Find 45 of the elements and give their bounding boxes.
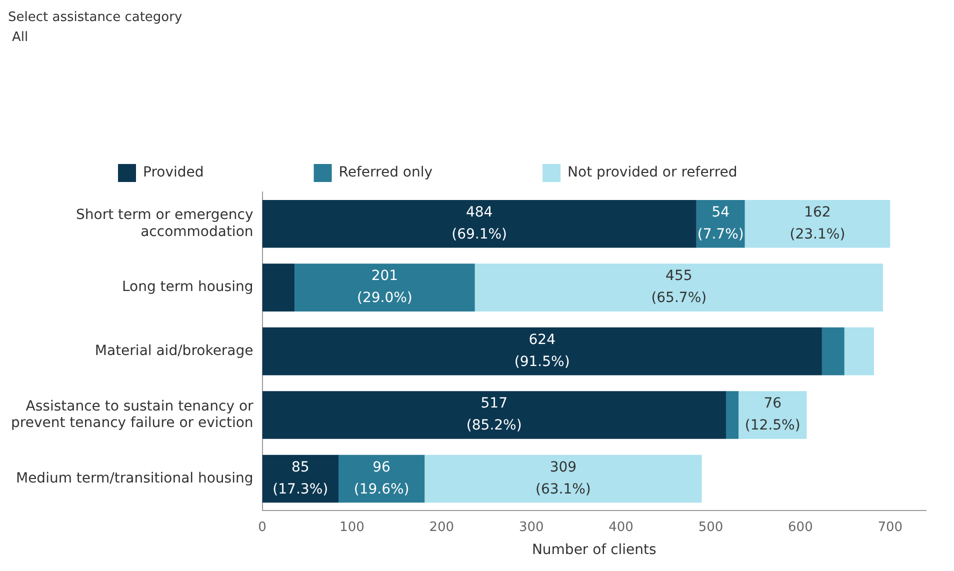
x-axis-title: Number of clients bbox=[532, 542, 656, 558]
bar bbox=[424, 454, 702, 503]
bar bbox=[696, 200, 745, 248]
bar bbox=[294, 264, 475, 312]
bar bbox=[726, 391, 739, 439]
bar bbox=[738, 391, 807, 439]
x-tick-label: 100 bbox=[340, 520, 364, 535]
data-label: 624 (91.5%) bbox=[514, 332, 570, 370]
legend-label: Not provided or referred bbox=[568, 164, 738, 181]
x-tick-label: 700 bbox=[878, 520, 903, 535]
bar bbox=[262, 200, 696, 248]
bar bbox=[262, 391, 726, 439]
data-label: 517 (85.2%) bbox=[466, 396, 522, 434]
data-label: 162 (23.1%) bbox=[790, 204, 846, 242]
y-tick-label: Short term or emergency accommodation bbox=[76, 207, 254, 240]
data-label: 85 (17.3%) bbox=[272, 459, 328, 498]
data-label: 201 (29.0%) bbox=[356, 268, 412, 306]
text: Select assistance category bbox=[8, 9, 184, 27]
data-label: 96 (19.6%) bbox=[354, 459, 410, 498]
x-tick-label: 300 bbox=[518, 520, 544, 535]
data-label: 309 (63.1%) bbox=[535, 459, 591, 498]
bar bbox=[262, 454, 339, 503]
x-tick-label: 600 bbox=[788, 520, 813, 535]
data-label: 76 (12.5%) bbox=[744, 396, 800, 434]
bar bbox=[474, 264, 883, 312]
bar bbox=[822, 327, 844, 376]
bar bbox=[844, 327, 874, 376]
bar bbox=[338, 454, 425, 503]
y-tick-label: Material aid/brokerage bbox=[94, 342, 254, 359]
bar bbox=[262, 264, 295, 312]
y-tick-label: Long term housing bbox=[122, 279, 254, 296]
bar bbox=[744, 200, 890, 248]
text: All bbox=[11, 29, 30, 47]
data-label: 484 (69.1%) bbox=[452, 204, 508, 242]
legend-label: Referred only bbox=[338, 164, 433, 181]
x-tick-label: 500 bbox=[698, 520, 724, 535]
y-tick-label: Medium term/transitional housing bbox=[16, 470, 254, 486]
x-tick-label: 0 bbox=[258, 520, 266, 535]
x-tick-label: 200 bbox=[429, 520, 454, 535]
x-tick-label: 400 bbox=[608, 520, 634, 535]
data-label: 455 (65.7%) bbox=[651, 268, 707, 306]
y-tick-label: Assistance to sustain tenancy or prevent tenancy failure or eviction bbox=[11, 398, 254, 432]
bar bbox=[262, 327, 822, 376]
legend-label: Provided bbox=[143, 164, 204, 181]
data-label: 54 (7.7%) bbox=[697, 204, 744, 242]
